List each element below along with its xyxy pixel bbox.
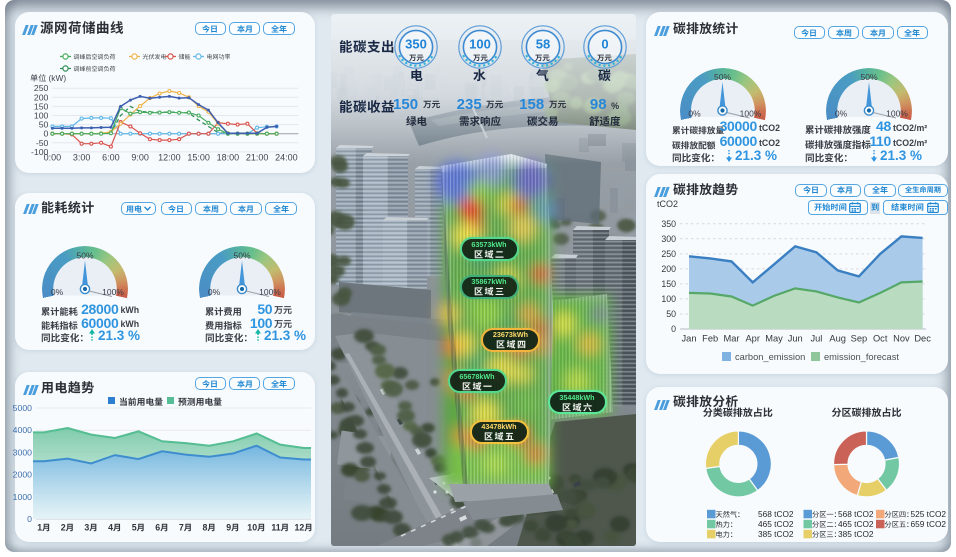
svg-text:50%: 50%: [233, 251, 250, 261]
svg-text:100: 100: [34, 111, 49, 121]
svg-text:0%: 0%: [835, 109, 848, 119]
svg-text:465 tCO2: 465 tCO2: [838, 519, 874, 529]
svg-text:525 tCO2: 525 tCO2: [911, 509, 947, 519]
svg-text:12:00: 12:00: [158, 153, 181, 163]
svg-text:100: 100: [661, 294, 676, 304]
svg-text:6:00: 6:00: [102, 153, 120, 163]
svg-text:385 tCO2: 385 tCO2: [758, 529, 794, 539]
svg-text:50: 50: [666, 309, 676, 319]
svg-text:100%: 100%: [102, 287, 124, 297]
svg-text:385 tCO2: 385 tCO2: [838, 529, 874, 539]
svg-text:7: 7: [179, 523, 184, 533]
svg-text:150: 150: [661, 279, 676, 289]
svg-text:0%: 0%: [51, 287, 64, 297]
svg-text:carbon_emission: carbon_emission: [735, 352, 805, 362]
svg-text:-50: -50: [36, 138, 49, 148]
svg-text:24:00: 24:00: [275, 153, 298, 163]
svg-text:100: 100: [469, 36, 491, 51]
svg-text:Mar: Mar: [723, 334, 739, 344]
svg-text:200: 200: [661, 264, 676, 274]
svg-text:50%: 50%: [76, 251, 93, 261]
svg-text:2000: 2000: [13, 470, 32, 480]
svg-text:100%: 100%: [740, 109, 762, 119]
svg-text:Aug: Aug: [829, 334, 846, 344]
svg-text:568 tCO2: 568 tCO2: [758, 509, 794, 519]
svg-text:100%: 100%: [886, 109, 908, 119]
svg-text:58: 58: [535, 36, 549, 51]
svg-text:3:00: 3:00: [73, 153, 91, 163]
svg-text:300: 300: [661, 234, 676, 244]
svg-text:0: 0: [601, 36, 608, 51]
svg-text:8: 8: [202, 523, 207, 533]
svg-text:21:00: 21:00: [246, 153, 269, 163]
svg-text:250: 250: [661, 249, 676, 259]
svg-text:568 tCO2: 568 tCO2: [838, 509, 874, 519]
svg-text:0: 0: [27, 514, 32, 524]
svg-text:11: 11: [271, 523, 280, 533]
svg-text:emission_forecast: emission_forecast: [824, 352, 899, 362]
svg-text:May: May: [765, 334, 783, 344]
svg-text:659 tCO2: 659 tCO2: [911, 519, 947, 529]
svg-text:Sep: Sep: [851, 334, 868, 344]
svg-text:350: 350: [661, 219, 676, 229]
svg-text:0%: 0%: [688, 109, 701, 119]
svg-text:4000: 4000: [13, 425, 32, 435]
svg-text:Oct: Oct: [873, 334, 888, 344]
svg-text:12: 12: [295, 523, 305, 533]
svg-text:250: 250: [34, 83, 49, 93]
svg-text:350: 350: [406, 36, 428, 51]
svg-text:Jun: Jun: [788, 334, 803, 344]
svg-text:6: 6: [155, 523, 160, 533]
svg-text:3: 3: [84, 523, 89, 533]
svg-text:200: 200: [34, 92, 49, 102]
svg-text:1000: 1000: [13, 492, 32, 502]
svg-text:150: 150: [34, 101, 49, 111]
svg-text:0: 0: [671, 324, 676, 334]
svg-text:Jul: Jul: [810, 334, 822, 344]
svg-text:tCO2: tCO2: [657, 199, 678, 209]
svg-text:4: 4: [108, 523, 113, 533]
svg-text:2: 2: [61, 523, 66, 533]
svg-text:1: 1: [37, 523, 42, 533]
svg-text:5000: 5000: [13, 403, 32, 413]
svg-text:15:00: 15:00: [187, 153, 210, 163]
svg-text:Feb: Feb: [702, 334, 718, 344]
svg-text:9: 9: [226, 523, 231, 533]
svg-text:0%: 0%: [208, 287, 221, 297]
svg-text:(kW): (kW): [49, 73, 67, 83]
svg-text:10: 10: [247, 523, 257, 533]
svg-text:0:00: 0:00: [44, 153, 62, 163]
svg-text:3000: 3000: [13, 447, 32, 457]
svg-text:Dec: Dec: [914, 334, 931, 344]
svg-text:9:00: 9:00: [131, 153, 149, 163]
svg-text:50%: 50%: [714, 72, 731, 82]
svg-text:465 tCO2: 465 tCO2: [758, 519, 794, 529]
svg-text:Apr: Apr: [745, 334, 759, 344]
svg-text:5: 5: [132, 523, 137, 533]
svg-text:18:00: 18:00: [217, 153, 240, 163]
svg-text:50%: 50%: [860, 72, 877, 82]
svg-text:Jan: Jan: [682, 334, 697, 344]
svg-text:100%: 100%: [259, 287, 281, 297]
svg-text:50: 50: [39, 120, 49, 130]
svg-text:-100: -100: [31, 147, 49, 157]
svg-text:0: 0: [44, 129, 49, 139]
svg-text:Nov: Nov: [893, 334, 910, 344]
